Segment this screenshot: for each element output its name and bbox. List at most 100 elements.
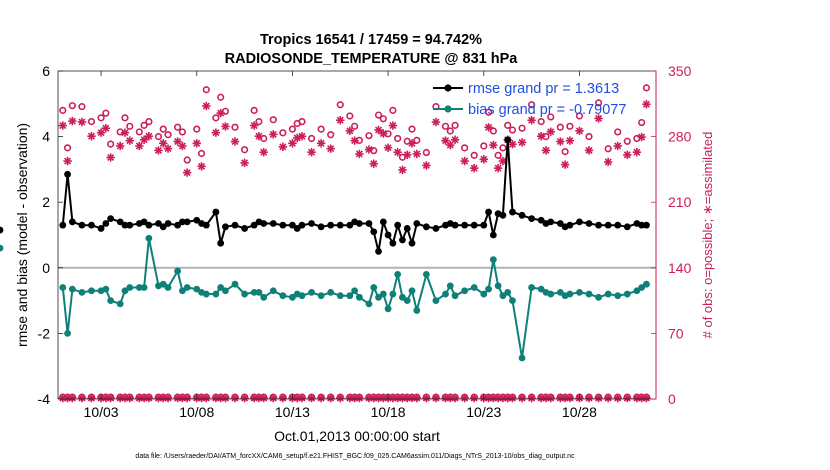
assimilated-stroke: [480, 155, 488, 163]
possible-obs-point: [298, 118, 306, 126]
rmse-point: [643, 221, 650, 229]
rmse-point: [298, 221, 306, 229]
assimilated-stroke: [269, 130, 277, 138]
assimilated-obs-point: [412, 149, 421, 159]
bias-point: [351, 287, 359, 295]
x-tick-label: 10/03: [84, 404, 119, 420]
assimilated-stroke: [231, 137, 239, 146]
possible-obs-point: [614, 128, 622, 136]
bias-point: [212, 290, 220, 298]
bias-point: [164, 284, 172, 291]
assimilated-obs-zero-point: [182, 393, 192, 403]
possible-obs-point: [441, 122, 450, 130]
assimilated-obs-point: [87, 131, 96, 141]
possible-obs-point: [78, 103, 86, 111]
assimilated-stroke: [384, 144, 392, 152]
assimilated-stroke: [432, 394, 440, 402]
assimilated-stroke: [269, 394, 277, 402]
assimilated-obs-point: [489, 140, 498, 150]
assimilated-obs-point: [58, 121, 67, 130]
assimilated-stroke: [642, 100, 650, 108]
y-tick-label-right: 0: [668, 391, 676, 407]
bias-point: [499, 292, 507, 300]
rmse-point: [164, 220, 172, 227]
assimilated-obs-point: [230, 137, 240, 146]
rmse-point: [403, 225, 411, 232]
bias-point: [494, 282, 502, 290]
rmse-point: [279, 221, 287, 229]
assimilated-stroke: [107, 153, 115, 162]
bias-point: [480, 290, 488, 298]
rmse-point: [499, 211, 507, 219]
assimilated-stroke: [633, 148, 641, 156]
assimilated-stroke: [68, 117, 76, 125]
assimilated-stroke: [561, 161, 569, 169]
assimilated-obs-zero-point: [546, 393, 555, 403]
possible-obs-point: [499, 144, 507, 152]
assimilated-stroke: [585, 394, 593, 402]
bias-point: [547, 290, 555, 298]
possible-obs-point: [183, 156, 191, 164]
possible-obs-point: [494, 151, 502, 159]
bias-point: [250, 289, 258, 296]
assimilated-stroke: [499, 157, 507, 165]
bias-point: [0, 244, 4, 252]
rmse-point: [422, 223, 430, 231]
assimilated-obs-zero-point: [642, 393, 651, 403]
rmse-point: [336, 221, 344, 229]
assimilated-stroke: [327, 145, 335, 153]
possible-obs-point: [365, 132, 373, 140]
bias-point: [269, 287, 277, 295]
possible-obs-point: [561, 147, 569, 156]
assimilated-stroke: [470, 164, 478, 172]
assimilated-obs-point: [163, 144, 173, 153]
bias-point: [379, 290, 387, 298]
possible-obs-point: [59, 106, 67, 114]
assimilated-stroke: [336, 394, 344, 402]
possible-obs-point: [394, 134, 402, 143]
assimilated-stroke: [298, 394, 306, 402]
rmse-point: [537, 216, 545, 224]
x-axis-label: Oct.01,2013 00:00:00 start: [274, 428, 440, 444]
assimilated-stroke: [422, 394, 430, 402]
assimilated-stroke: [317, 394, 325, 402]
bias-point: [370, 284, 378, 291]
assimilated-obs-point: [182, 168, 192, 177]
assimilated-obs-point: [197, 162, 206, 171]
rmse-point: [126, 221, 134, 229]
possible-obs-point: [154, 133, 163, 141]
assimilated-obs-point: [101, 124, 111, 133]
rmse-point: [217, 239, 225, 247]
possible-obs-point: [370, 147, 378, 155]
rmse-point: [547, 218, 555, 226]
assimilated-obs-zero-point: [163, 393, 173, 403]
rmse-point: [88, 221, 95, 229]
rmse-point: [78, 221, 86, 229]
assimilated-stroke: [221, 122, 229, 130]
bias-point: [394, 270, 402, 278]
assimilated-obs-zero-point: [603, 393, 613, 403]
rmse-point: [121, 221, 129, 229]
assimilated-stroke: [317, 139, 325, 147]
assimilated-obs-zero-point: [259, 393, 268, 403]
assimilated-stroke: [154, 146, 162, 154]
bias-point: [408, 287, 416, 295]
bias-point: [446, 282, 454, 290]
possible-obs-point: [566, 122, 574, 130]
bias-point: [217, 284, 225, 291]
rmse-point: [413, 220, 421, 227]
assimilated-obs-point: [541, 146, 551, 155]
y-tick-label-right: 280: [668, 129, 692, 145]
possible-obs-point: [384, 130, 392, 138]
rmse-point: [97, 225, 105, 232]
assimilated-obs-point: [527, 116, 536, 125]
y-axis-label-left: rmse and bias (model - observation): [14, 123, 30, 347]
assimilated-obs-zero-point: [412, 393, 421, 403]
possible-obs-point: [193, 125, 201, 133]
assimilated-stroke: [121, 129, 129, 137]
assimilated-obs-point: [369, 159, 378, 168]
assimilated-obs-point: [446, 140, 455, 150]
assimilated-obs-zero-point: [87, 393, 96, 403]
bias-point: [68, 285, 76, 293]
assimilated-obs-point: [68, 116, 77, 126]
